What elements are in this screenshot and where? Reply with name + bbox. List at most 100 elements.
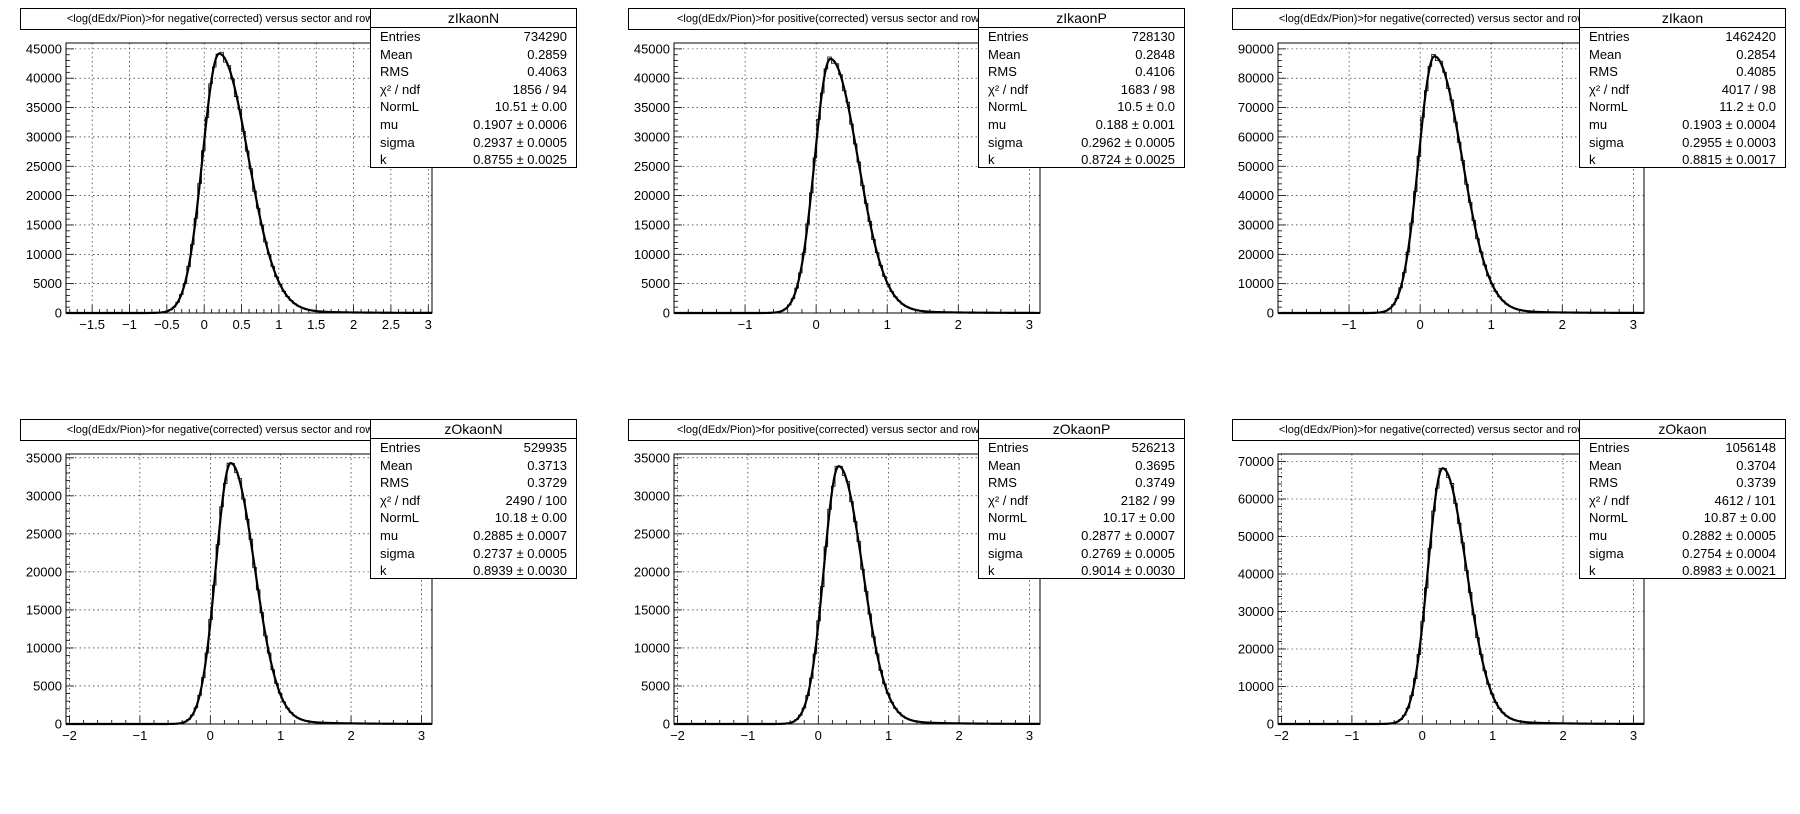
stats-label: NormL — [380, 510, 420, 526]
x-tick-label: 1 — [1489, 728, 1496, 743]
histogram-title: <log(dEdx/Pion)>for positive(corrected) … — [628, 419, 1028, 441]
stats-value: 10.87 ± 0.00 — [1703, 510, 1776, 526]
y-tick-label: 0 — [1267, 717, 1274, 732]
stats-label: Mean — [988, 457, 1021, 473]
stats-value: 0.8815 ± 0.0017 — [1682, 152, 1776, 168]
stats-value: 0.2848 — [1135, 46, 1175, 62]
stats-label: Mean — [1589, 46, 1622, 62]
y-tick-label: 15000 — [26, 217, 62, 232]
y-tick-label: 35000 — [634, 100, 670, 115]
y-tick-label: 20000 — [1238, 642, 1274, 657]
stats-value: 10.18 ± 0.00 — [494, 510, 567, 526]
stats-value: 10.51 ± 0.00 — [494, 99, 567, 115]
x-tick-label: 1 — [277, 728, 284, 743]
stats-row: χ² / ndf 2490 / 100 — [371, 492, 576, 510]
histogram-pad-zOkaonN: −2 −1 0 1 2 3 0 5000 10000 15000 20000 25000 30000 35… — [20, 419, 580, 799]
stats-value: 0.188 ± 0.001 — [1095, 116, 1175, 132]
stats-box: zIkaonP Entries 728130 Mean 0.2848 RMS 0.4106… — [978, 8, 1185, 168]
y-tick-label: 10000 — [634, 247, 670, 262]
stats-label: Mean — [380, 457, 413, 473]
y-tick-label: 45000 — [634, 41, 670, 56]
stats-row: RMS 0.3739 — [1580, 474, 1785, 492]
x-tick-label: 3 — [1630, 317, 1637, 332]
stats-label: χ² / ndf — [988, 492, 1029, 508]
y-tick-label: 10000 — [26, 247, 62, 262]
y-tick-label: 20000 — [634, 564, 670, 579]
x-tick-label: 1.5 — [307, 317, 325, 332]
y-tick-label: 10000 — [1238, 679, 1274, 694]
stats-row: NormL 10.17 ± 0.00 — [979, 509, 1184, 527]
histogram-plot: −1 0 1 2 3 0 5000 10000 15000 20000 25000 30000 3500… — [634, 41, 1041, 332]
stats-value: 4612 / 101 — [1714, 492, 1776, 508]
histogram-title: <log(dEdx/Pion)>for negative(corrected) … — [1232, 419, 1632, 441]
stats-row: NormL 10.18 ± 0.00 — [371, 509, 576, 527]
stats-value: 0.3704 — [1736, 457, 1776, 473]
y-tick-label: 0 — [1267, 306, 1274, 321]
stats-row: RMS 0.4063 — [371, 63, 576, 81]
x-tick-label: 0 — [815, 728, 822, 743]
stats-label: RMS — [988, 475, 1017, 491]
y-tick-label: 20000 — [26, 564, 62, 579]
stats-value: 0.8724 ± 0.0025 — [1081, 152, 1175, 168]
histogram-plot: −2 −1 0 1 2 3 0 5000 10000 15000 20000 25000 30000 35… — [26, 450, 433, 743]
x-tick-label: −1 — [132, 728, 147, 743]
y-tick-label: 5000 — [641, 276, 670, 291]
stats-label: χ² / ndf — [380, 81, 421, 97]
y-tick-label: 90000 — [1238, 41, 1274, 56]
stats-row: k 0.9014 ± 0.0030 — [979, 562, 1184, 580]
stats-value: 0.1903 ± 0.0004 — [1682, 116, 1776, 132]
y-tick-label: 20000 — [1238, 247, 1274, 262]
y-tick-label: 25000 — [26, 159, 62, 174]
stats-box: zOkaonN Entries 529935 Mean 0.3713 RMS 0.3729… — [370, 419, 577, 579]
stats-value: 526213 — [1131, 440, 1175, 455]
x-tick-label: −1 — [1344, 728, 1359, 743]
y-tick-label: 10000 — [634, 640, 670, 655]
stats-label: Entries — [988, 440, 1029, 455]
stats-label: Mean — [380, 46, 413, 62]
y-tick-label: 30000 — [634, 488, 670, 503]
stats-label: NormL — [1589, 99, 1629, 115]
stats-box: zOkaon Entries 1056148 Mean 0.3704 RMS 0.3739… — [1579, 419, 1786, 579]
stats-label: mu — [380, 116, 399, 132]
stats-value: 0.2769 ± 0.0005 — [1081, 545, 1175, 561]
stats-histogram-name: zIkaonP — [979, 9, 1184, 28]
histogram-pad-zOkaonP: −2 −1 0 1 2 3 0 5000 10000 15000 20000 25000 30000 35… — [628, 419, 1188, 799]
stats-label: mu — [1589, 116, 1608, 132]
stats-row: k 0.8755 ± 0.0025 — [371, 151, 576, 169]
x-tick-label: 0 — [1417, 317, 1424, 332]
stats-label: χ² / ndf — [988, 81, 1029, 97]
x-tick-label: −2 — [670, 728, 685, 743]
stats-row: NormL 11.2 ± 0.0 — [1580, 98, 1785, 116]
stats-label: NormL — [988, 510, 1028, 526]
stats-box: zIkaon Entries 1462420 Mean 0.2854 RMS 0.4085… — [1579, 8, 1786, 168]
y-tick-label: 70000 — [1238, 100, 1274, 115]
y-tick-label: 80000 — [1238, 71, 1274, 86]
x-tick-label: 1 — [884, 317, 891, 332]
stats-label: mu — [380, 527, 399, 543]
plot-frame — [65, 453, 433, 725]
stats-value: 0.8755 ± 0.0025 — [473, 152, 567, 168]
stats-value: 0.3713 — [527, 457, 567, 473]
x-tick-label: 1 — [885, 728, 892, 743]
stats-row: k 0.8983 ± 0.0021 — [1580, 562, 1785, 580]
y-tick-label: 30000 — [1238, 217, 1274, 232]
stats-row: χ² / ndf 2182 / 99 — [979, 492, 1184, 510]
stats-value: 0.2754 ± 0.0004 — [1682, 545, 1776, 561]
stats-value: 0.8939 ± 0.0030 — [473, 563, 567, 579]
x-tick-label: −2 — [62, 728, 77, 743]
y-tick-label: 70000 — [1238, 454, 1274, 469]
stats-label: χ² / ndf — [1589, 81, 1630, 97]
x-tick-label: −1 — [1342, 317, 1357, 332]
stats-value: 529935 — [523, 440, 567, 455]
stats-value: 10.5 ± 0.0 — [1117, 99, 1175, 115]
histogram-plot: −2 −1 0 1 2 3 0 5000 10000 15000 20000 25000 30000 35… — [634, 450, 1041, 743]
stats-histogram-name: zOkaonN — [371, 420, 576, 439]
stats-value: 0.3749 — [1135, 475, 1175, 491]
stats-row: sigma 0.2962 ± 0.0005 — [979, 134, 1184, 152]
stats-row: sigma 0.2737 ± 0.0005 — [371, 545, 576, 563]
y-tick-label: 0 — [663, 306, 670, 321]
stats-row: mu 0.1903 ± 0.0004 — [1580, 116, 1785, 134]
stats-label: χ² / ndf — [1589, 492, 1630, 508]
stats-row: RMS 0.3749 — [979, 474, 1184, 492]
stats-row: k 0.8939 ± 0.0030 — [371, 562, 576, 580]
